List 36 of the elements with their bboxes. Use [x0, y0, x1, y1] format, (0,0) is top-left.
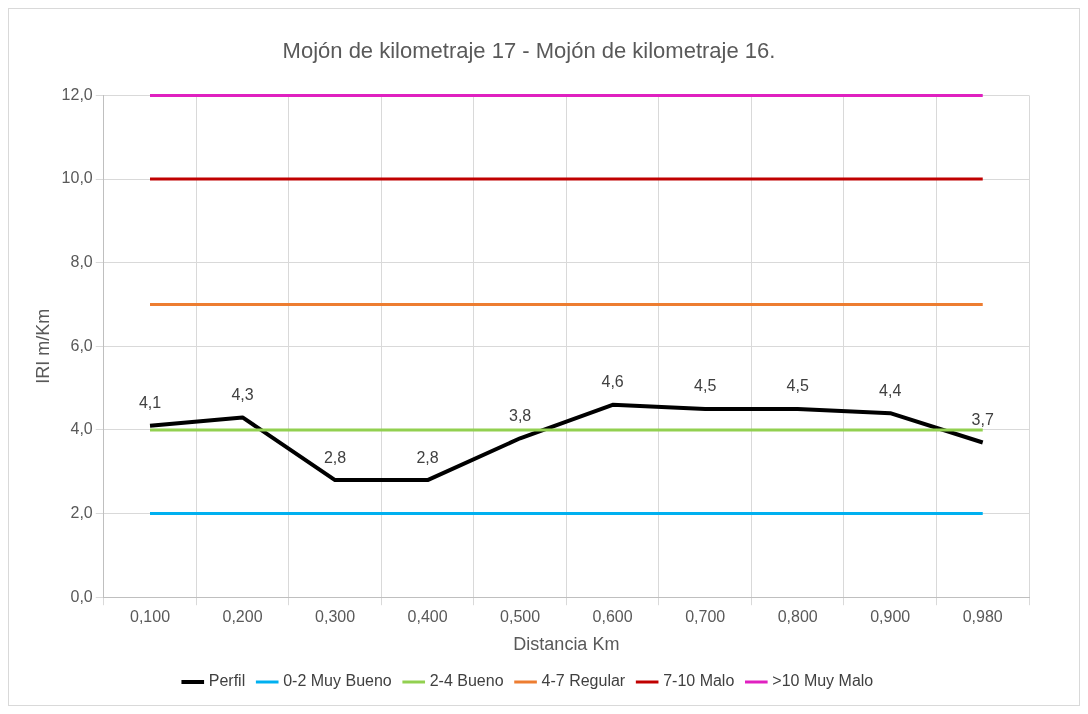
- legend-label: 0-2 Muy Bueno: [283, 672, 392, 690]
- x-tick-label: 0,600: [592, 608, 633, 626]
- y-tick-label: 4,0: [70, 420, 93, 438]
- legend-label: Perfil: [208, 672, 246, 690]
- legend-label: 2-4 Bueno: [429, 672, 504, 690]
- data-label: 2,8: [416, 448, 439, 466]
- x-axis-title: Distancia Km: [513, 634, 620, 655]
- data-label: 4,5: [786, 377, 809, 395]
- y-tick-label: 6,0: [70, 336, 93, 354]
- data-label: 3,8: [508, 406, 532, 424]
- chart-title: Mojón de kilometraje 17 - Mojón de kilometraje 16.: [282, 38, 776, 64]
- y-axis-title: IRI m/Km: [32, 308, 53, 384]
- y-tick-label: 10,0: [61, 169, 93, 187]
- legend-label: 4-7 Regular: [541, 672, 626, 690]
- x-tick-label: 0,800: [777, 608, 818, 626]
- x-tick-label: 0,100: [129, 608, 171, 626]
- x-tick-label: 0,200: [222, 608, 263, 626]
- x-tick-label: 0,300: [315, 608, 356, 626]
- y-tick-label: 12,0: [61, 85, 93, 103]
- y-tick-label: 0,0: [70, 587, 93, 605]
- x-tick-label: 0,500: [500, 608, 541, 626]
- y-tick-label: 2,0: [70, 503, 93, 521]
- data-label: 4,1: [138, 394, 162, 412]
- y-tick-label: 8,0: [70, 253, 93, 271]
- legend-label: 7-10 Malo: [663, 672, 735, 690]
- x-tick-label: 0,980: [962, 608, 1003, 626]
- data-label: 4,5: [694, 377, 717, 395]
- x-tick-label: 0,400: [407, 608, 448, 626]
- data-label: 4,3: [231, 385, 254, 403]
- data-label: 4,4: [879, 381, 902, 399]
- legend-label: >10 Muy Malo: [772, 672, 874, 690]
- data-label: 4,6: [601, 373, 624, 391]
- x-tick-label: 0,700: [685, 608, 726, 626]
- data-label: 3,7: [971, 410, 994, 428]
- data-label: 2,8: [323, 448, 347, 466]
- x-tick-label: 0,900: [870, 608, 911, 626]
